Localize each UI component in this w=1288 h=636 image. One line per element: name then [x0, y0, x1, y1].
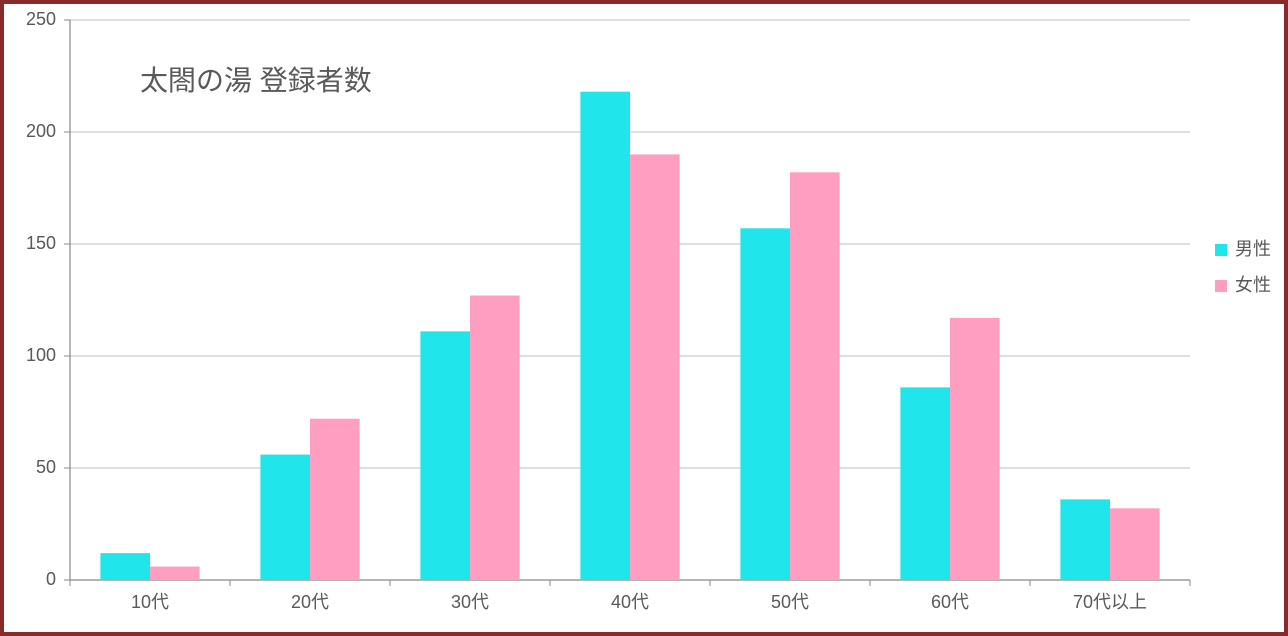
- chart-title: 太閤の湯 登録者数: [140, 65, 372, 96]
- legend-swatch: [1215, 280, 1227, 292]
- y-tick-label: 200: [26, 121, 56, 141]
- bar: [1060, 499, 1110, 580]
- bar: [470, 296, 520, 580]
- chart-frame: 0 50 100 150 200 250 10代 20代 30代 40代 50代 60代 70代以上 太閤…: [0, 0, 1288, 636]
- x-tick-label: 40代: [611, 592, 649, 612]
- bar: [100, 553, 150, 580]
- y-tick-label: 100: [26, 345, 56, 365]
- bar: [580, 92, 630, 580]
- bar-chart: 0 50 100 150 200 250 10代 20代 30代 40代 50代 60代 70代以上 太閤…: [0, 0, 1288, 636]
- y-tick-label: 150: [26, 233, 56, 253]
- bar: [420, 331, 470, 580]
- x-tick-label: 10代: [131, 592, 169, 612]
- bar: [900, 387, 950, 580]
- x-tick-label: 20代: [291, 592, 329, 612]
- legend-swatch: [1215, 244, 1227, 256]
- y-tick-label: 50: [36, 457, 56, 477]
- x-tick-label: 30代: [451, 592, 489, 612]
- bar: [950, 318, 1000, 580]
- chart-container: 0 50 100 150 200 250 10代 20代 30代 40代 50代 60代 70代以上 太閤…: [0, 0, 1288, 636]
- y-tick-label: 250: [26, 9, 56, 29]
- x-tick-label: 60代: [931, 592, 969, 612]
- bar: [260, 455, 310, 580]
- bar: [740, 228, 790, 580]
- bar: [310, 419, 360, 580]
- legend-label: 女性: [1235, 275, 1271, 295]
- y-tick-label: 0: [46, 569, 56, 589]
- bar: [150, 567, 200, 580]
- bar: [790, 172, 840, 580]
- x-tick-label: 70代以上: [1073, 592, 1147, 612]
- bar: [630, 154, 680, 580]
- x-tick-label: 50代: [771, 592, 809, 612]
- legend-label: 男性: [1235, 239, 1271, 259]
- bar: [1110, 508, 1160, 580]
